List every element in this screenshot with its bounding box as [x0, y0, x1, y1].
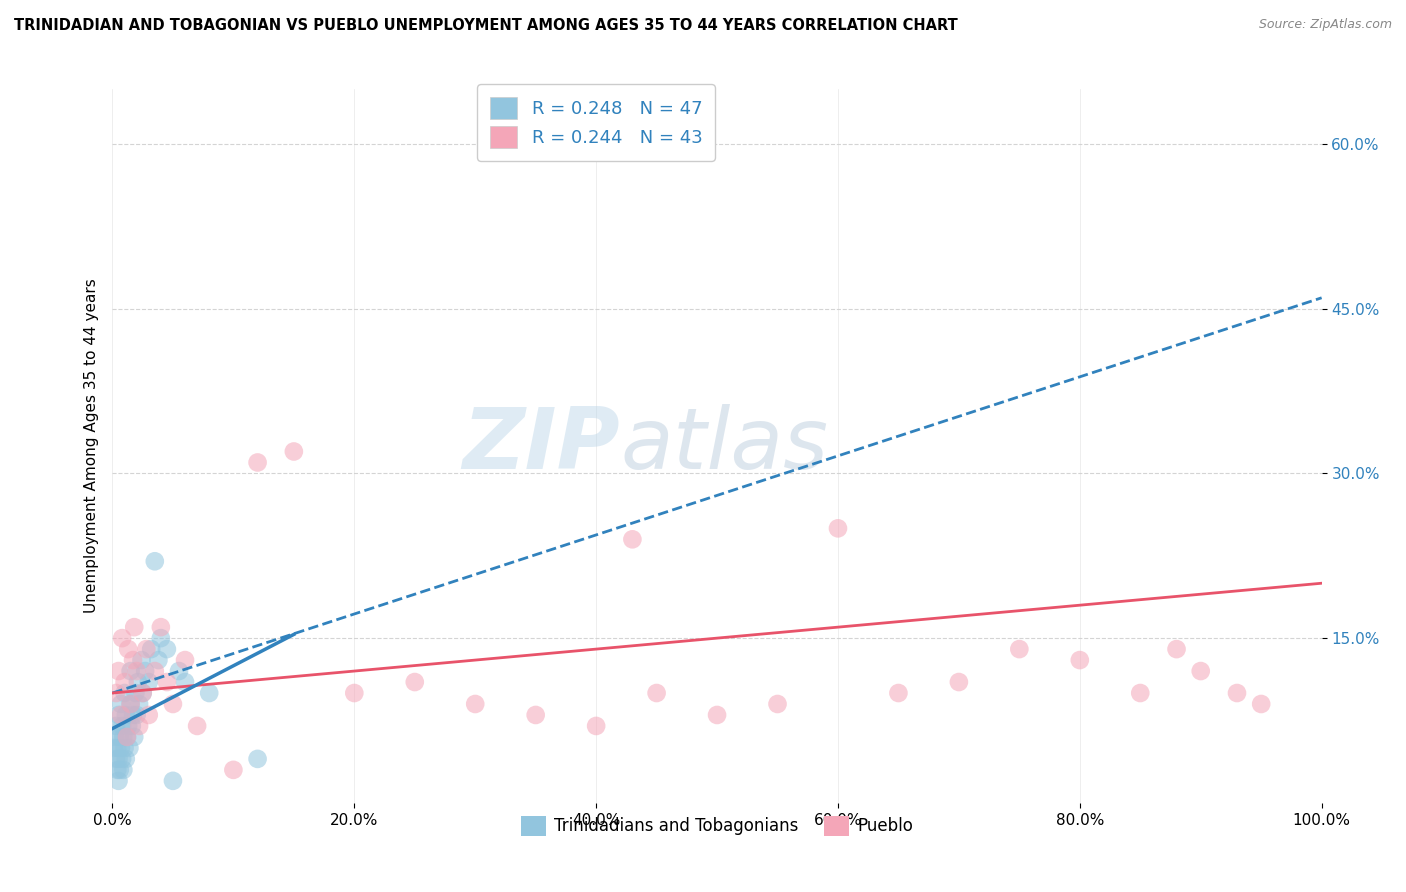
Point [149, 620, 172, 634]
Point [107, 752, 129, 766]
Point [138, 708, 160, 723]
Point [108, 763, 131, 777]
Point [122, 620, 145, 634]
Point [111, 719, 134, 733]
Point [131, 653, 153, 667]
Point [115, 730, 138, 744]
Point [156, 642, 179, 657]
Point [111, 752, 134, 766]
Point [127, 675, 149, 690]
Text: Source: ZipAtlas.com: Source: ZipAtlas.com [1258, 18, 1392, 31]
Point [120, 697, 142, 711]
Point [105, 752, 128, 766]
Point [1189, 664, 1212, 678]
Point [108, 730, 131, 744]
Point [1069, 653, 1091, 667]
Point [134, 664, 156, 678]
Point [1008, 642, 1031, 657]
Text: atlas: atlas [620, 404, 828, 488]
Point [138, 675, 160, 690]
Point [162, 697, 184, 711]
Point [135, 642, 157, 657]
Point [104, 730, 127, 744]
Point [1129, 686, 1152, 700]
Point [120, 697, 142, 711]
Point [125, 664, 148, 678]
Point [103, 740, 125, 755]
Point [143, 554, 166, 568]
Point [105, 763, 128, 777]
Point [585, 719, 607, 733]
Point [110, 740, 132, 755]
Point [112, 763, 135, 777]
Point [107, 773, 129, 788]
Point [706, 708, 728, 723]
Point [222, 763, 245, 777]
Point [186, 719, 208, 733]
Point [105, 740, 128, 755]
Point [149, 631, 172, 645]
Point [118, 740, 141, 755]
Point [122, 653, 145, 667]
Point [246, 752, 269, 766]
Point [524, 708, 547, 723]
Point [117, 642, 139, 657]
Point [128, 719, 150, 733]
Point [122, 708, 145, 723]
Point [122, 730, 145, 744]
Y-axis label: Unemployment Among Ages 35 to 44 years: Unemployment Among Ages 35 to 44 years [83, 278, 98, 614]
Point [1166, 642, 1188, 657]
Point [110, 708, 132, 723]
Point [162, 773, 184, 788]
Point [121, 719, 143, 733]
Point [114, 740, 136, 755]
Point [114, 752, 136, 766]
Text: ZIP: ZIP [463, 404, 620, 488]
Point [1226, 686, 1249, 700]
Point [107, 664, 129, 678]
Point [132, 686, 155, 700]
Point [141, 642, 163, 657]
Point [110, 697, 132, 711]
Point [827, 521, 849, 535]
Point [464, 697, 486, 711]
Point [246, 455, 269, 469]
Point [198, 686, 221, 700]
Point [621, 533, 644, 547]
Point [105, 719, 128, 733]
Point [645, 686, 668, 700]
Text: TRINIDADIAN AND TOBAGONIAN VS PUEBLO UNEMPLOYMENT AMONG AGES 35 TO 44 YEARS CORR: TRINIDADIAN AND TOBAGONIAN VS PUEBLO UNE… [14, 18, 957, 33]
Point [114, 686, 136, 700]
Point [111, 631, 134, 645]
Point [343, 686, 366, 700]
Point [948, 675, 970, 690]
Point [283, 444, 305, 458]
Point [114, 708, 136, 723]
Point [174, 653, 197, 667]
Point [120, 664, 142, 678]
Point [112, 730, 135, 744]
Point [174, 675, 197, 690]
Point [1250, 697, 1272, 711]
Point [124, 686, 146, 700]
Point [766, 697, 789, 711]
Point [404, 675, 426, 690]
Legend: Trinidadians and Tobagonians, Pueblo: Trinidadians and Tobagonians, Pueblo [513, 807, 921, 845]
Point [167, 664, 190, 678]
Point [117, 719, 139, 733]
Point [156, 675, 179, 690]
Point [887, 686, 910, 700]
Point [107, 708, 129, 723]
Point [105, 686, 128, 700]
Point [114, 675, 136, 690]
Point [115, 730, 138, 744]
Point [125, 708, 148, 723]
Point [148, 653, 170, 667]
Point [128, 697, 150, 711]
Point [132, 686, 155, 700]
Point [143, 664, 166, 678]
